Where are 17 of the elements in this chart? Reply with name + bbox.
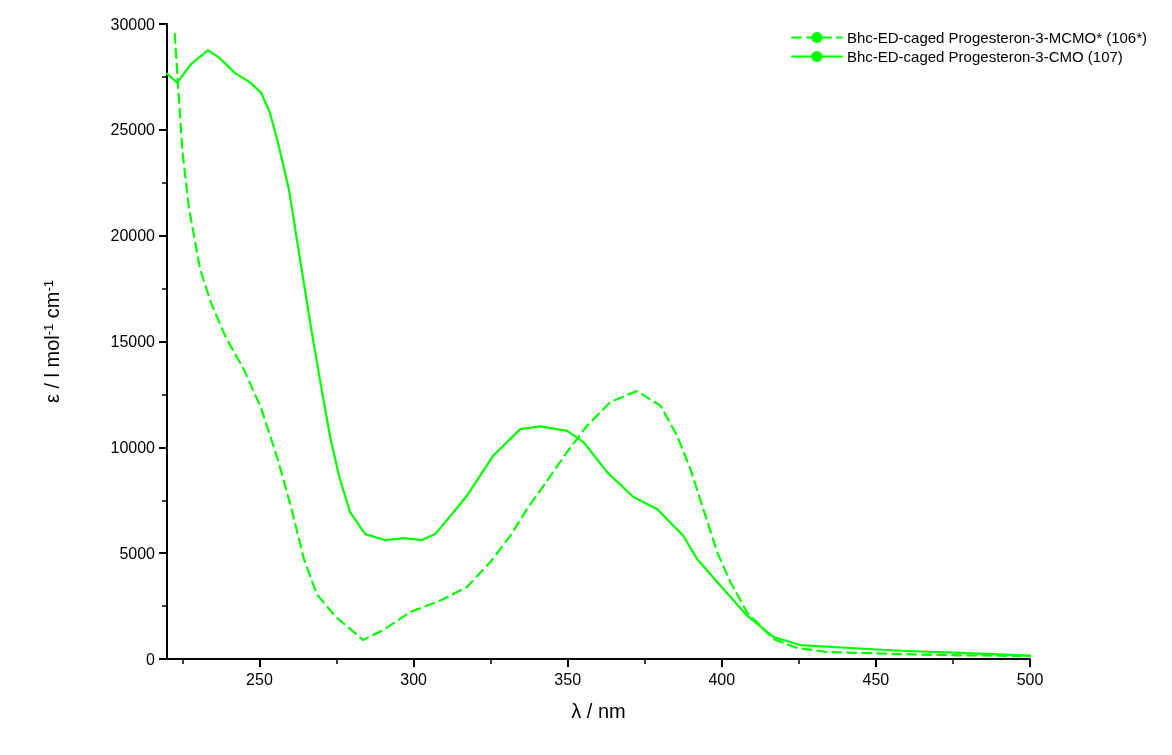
y-tick-label: 10000 bbox=[110, 438, 156, 456]
x-tick-label: 500 bbox=[1016, 670, 1044, 688]
x-tick-label: 300 bbox=[400, 670, 428, 688]
y-tick-label: 0 bbox=[146, 650, 156, 668]
y-tick-label: 25000 bbox=[110, 121, 156, 139]
x-tick-label: 450 bbox=[862, 670, 890, 688]
y-axis-title: ε / l mol-1 cm-1 bbox=[41, 279, 63, 404]
legend-label: Bhc-ED-caged Progesteron-3-CMO (107) bbox=[846, 48, 1123, 65]
x-tick-label: 400 bbox=[708, 670, 736, 688]
y-tick-label: 30000 bbox=[110, 15, 156, 33]
x-axis-title: λ / nm bbox=[571, 700, 626, 722]
x-tick-label: 250 bbox=[246, 670, 273, 688]
legend-label: Bhc-ED-caged Progesteron-3-MCMO* (106*) bbox=[846, 29, 1148, 46]
y-tick-label: 20000 bbox=[110, 227, 156, 245]
y-tick-label: 5000 bbox=[119, 544, 156, 562]
x-tick-label: 350 bbox=[554, 670, 582, 688]
y-tick-label: 15000 bbox=[110, 333, 156, 350]
